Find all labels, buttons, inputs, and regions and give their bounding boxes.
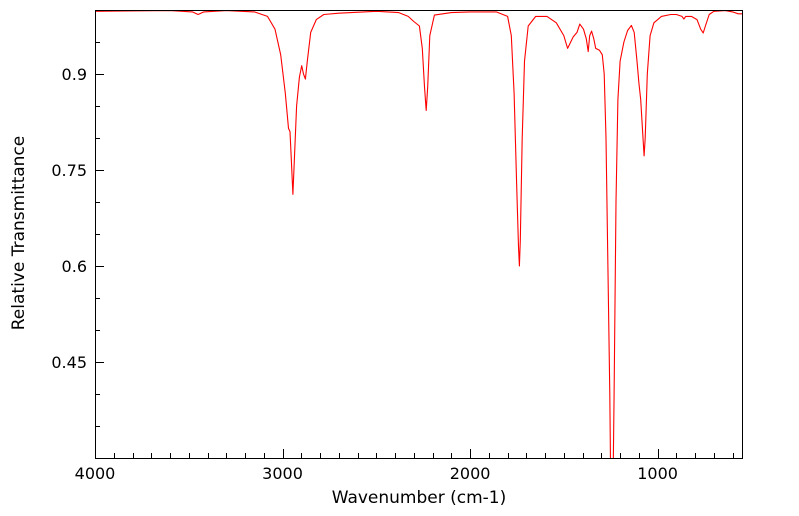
x-tick-label: 2000 <box>450 464 491 483</box>
y-tick-label: 0.9 <box>62 65 87 84</box>
x-tick-label: 3000 <box>262 464 303 483</box>
x-tick-label: 4000 <box>75 464 116 483</box>
plot-frame <box>95 10 743 459</box>
x-tick-label: 1000 <box>637 464 678 483</box>
y-axis-label: Relative Transmittance <box>9 136 29 331</box>
x-axis-label: Wavenumber (cm-1) <box>332 488 507 508</box>
spectrum-line <box>95 10 742 458</box>
y-tick-label: 0.6 <box>62 257 87 276</box>
y-tick-label: 0.45 <box>51 353 87 372</box>
y-tick-label: 0.75 <box>51 161 87 180</box>
